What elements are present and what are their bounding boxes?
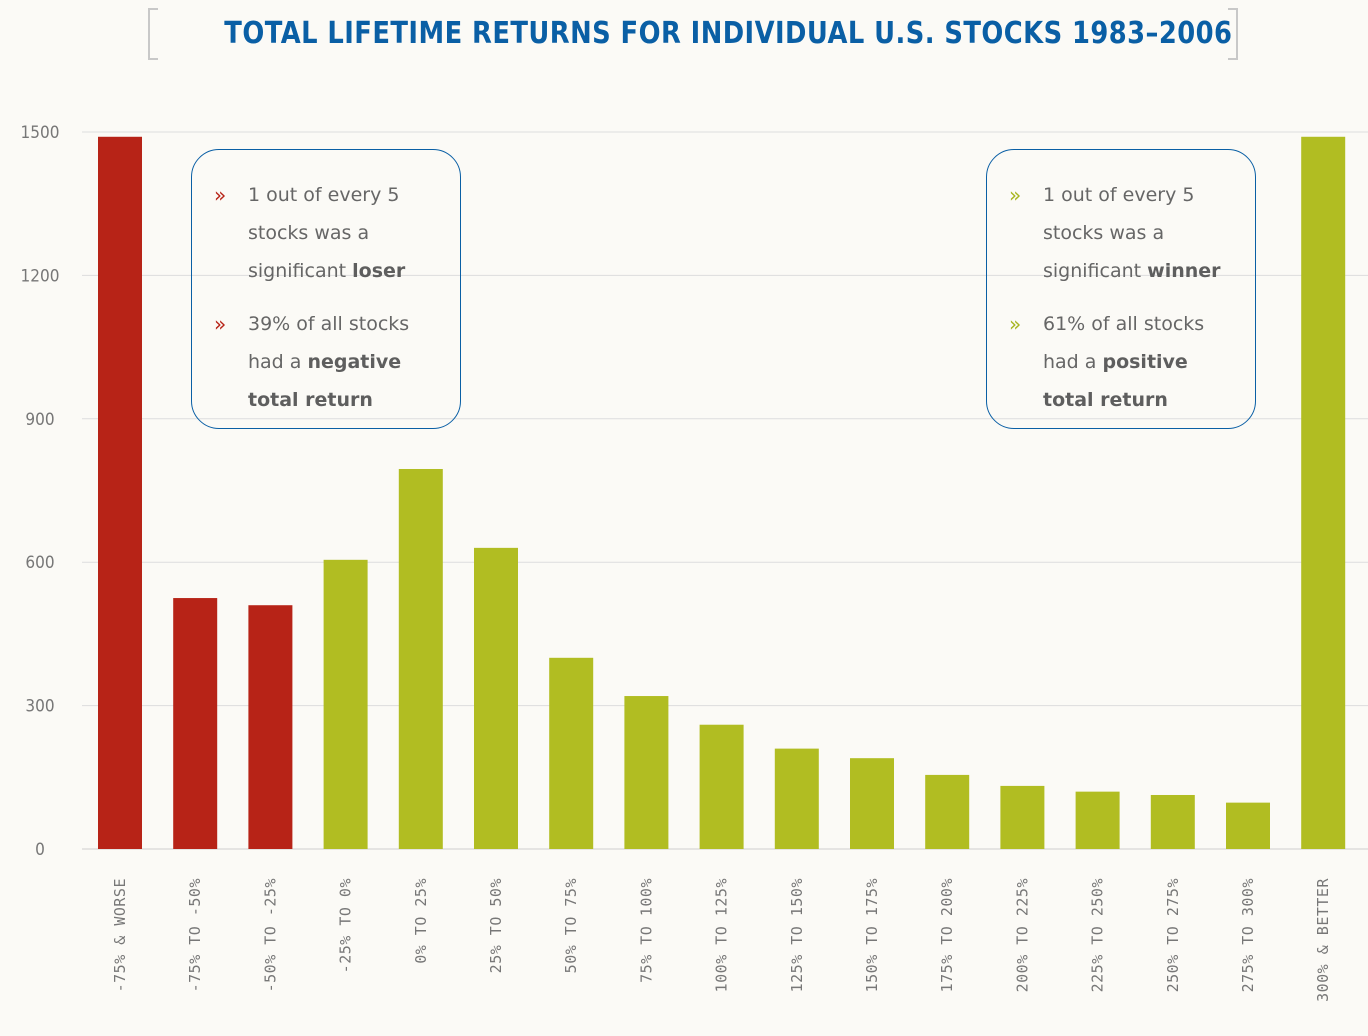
x-tick-label: 75% TO 100%: [637, 878, 655, 983]
callout-text: 61% of all stocks had a: [1043, 313, 1205, 373]
chevron-right-icon: »: [1009, 312, 1022, 336]
callout-item: » 61% of all stocks had a positive total …: [1009, 305, 1233, 419]
callout-emphasis: loser: [352, 260, 406, 282]
bar: [549, 657, 594, 849]
bar: [398, 468, 443, 849]
callout-emphasis: positive total return: [1043, 351, 1188, 411]
x-tick-label: 0% TO 25%: [412, 878, 430, 964]
x-tick-label: 175% TO 200%: [938, 878, 956, 992]
bar: [323, 559, 368, 849]
bar: [474, 547, 518, 849]
x-tick-label: -50% TO -25%: [261, 878, 279, 992]
bar: [1000, 785, 1045, 849]
bar: [98, 136, 142, 849]
bar: [624, 696, 669, 849]
x-tick-label: 200% TO 225%: [1013, 878, 1031, 992]
bar: [699, 724, 744, 849]
chevron-right-icon: »: [214, 183, 227, 207]
y-tick-label: 0: [35, 840, 45, 860]
bar: [1301, 136, 1346, 849]
callout-item: » 39% of all stocks had a negative total …: [214, 305, 438, 419]
chevron-right-icon: »: [214, 312, 227, 336]
y-tick-label: 600: [25, 553, 54, 573]
bar: [850, 758, 894, 849]
x-tick-label: 125% TO 150%: [788, 878, 806, 992]
callout-item: » 1 out of every 5 stocks was a significa…: [214, 176, 438, 290]
callout-emphasis: negative total return: [248, 351, 402, 411]
bar: [173, 598, 218, 849]
x-tick-label: 250% TO 275%: [1164, 878, 1182, 992]
bar: [1150, 794, 1195, 849]
y-tick-label: 300: [25, 697, 54, 717]
bar: [925, 774, 970, 849]
title-block: TOTAL LIFETIME RETURNS FOR INDIVIDUAL U.…: [148, 8, 1238, 60]
x-tick-label: 275% TO 300%: [1239, 878, 1257, 992]
title-left-bracket: [148, 8, 158, 60]
callout-text: 1 out of every 5 stocks was a significan…: [248, 184, 400, 282]
y-tick-label: 1500: [21, 123, 60, 143]
callout-emphasis: winner: [1147, 260, 1221, 282]
x-tick-label: 25% TO 50%: [487, 878, 505, 973]
x-tick-label: -75% TO -50%: [186, 878, 204, 992]
x-tick-label: 150% TO 175%: [863, 878, 881, 992]
x-tick-label: 300% & BETTER: [1314, 878, 1332, 1002]
bar: [1075, 791, 1120, 849]
bar: [248, 605, 293, 849]
callout-text: 1 out of every 5 stocks was a significan…: [1043, 184, 1195, 282]
chart-title: TOTAL LIFETIME RETURNS FOR INDIVIDUAL U.…: [224, 16, 1233, 51]
x-tick-label: -75% & WORSE: [111, 878, 129, 992]
title-right-bracket: [1228, 8, 1238, 60]
callout-item: » 1 out of every 5 stocks was a significa…: [1009, 176, 1233, 290]
callout-text: 39% of all stocks had a: [248, 313, 410, 373]
bar: [774, 748, 819, 849]
x-tick-label: 225% TO 250%: [1089, 878, 1107, 992]
y-tick-label: 1200: [21, 266, 60, 286]
x-tick-label: -25% TO 0%: [337, 878, 355, 973]
positive-callout: » 1 out of every 5 stocks was a significa…: [986, 149, 1256, 429]
bar: [1226, 802, 1270, 849]
x-tick-label: 100% TO 125%: [713, 878, 731, 992]
negative-callout: » 1 out of every 5 stocks was a significa…: [191, 149, 461, 429]
chevron-right-icon: »: [1009, 183, 1022, 207]
y-tick-label: 900: [25, 410, 54, 430]
x-tick-label: 50% TO 75%: [562, 878, 580, 973]
